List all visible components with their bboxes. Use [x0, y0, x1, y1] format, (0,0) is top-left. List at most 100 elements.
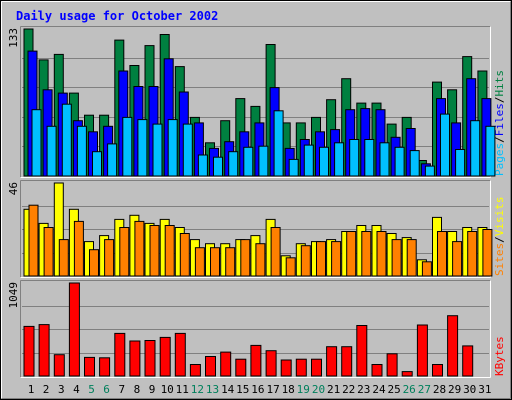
kbytes-bar [129, 340, 141, 377]
day-label: 7 [118, 383, 125, 396]
sites-bar [240, 239, 251, 277]
sites-bar [104, 239, 115, 277]
sites-bar [179, 233, 190, 277]
series-legend: KBytes [493, 336, 506, 376]
series-sites [28, 204, 493, 277]
series-legend: Sites/Visits [493, 197, 506, 277]
pages-bar [243, 146, 254, 177]
kbytes-bar [462, 345, 474, 377]
sites-bar [270, 227, 281, 277]
pages-bar [76, 125, 87, 177]
pages-bar [46, 125, 57, 177]
day-label: 25 [387, 383, 400, 396]
kbytes-bar [356, 325, 368, 377]
pages-bar [122, 116, 133, 177]
legend-entry: / [493, 236, 506, 243]
sites-bar [316, 241, 326, 277]
pages-bar [440, 113, 450, 177]
legend-entry: Visits [493, 197, 506, 237]
kbytes-bar [68, 282, 80, 377]
pages-bar [197, 154, 208, 177]
pages-bar [303, 144, 314, 177]
sites-bar [391, 239, 402, 277]
day-label: 26 [403, 383, 416, 396]
day-label: 3 [58, 383, 65, 396]
legend-entry: Files [493, 103, 506, 136]
sites-bar [300, 245, 311, 277]
kbytes-bar [159, 336, 171, 377]
panel-visits-sites: 46 Sites/Visits [7, 180, 506, 278]
sites-bar [210, 247, 220, 277]
pages-bar [485, 125, 496, 177]
pages-bar [334, 142, 345, 177]
panel-hits-files-pages: 133 Pages/Files/Hits [7, 26, 506, 178]
day-label: 14 [221, 383, 235, 396]
scale-max-label: 133 [7, 28, 20, 48]
pages-bar [409, 150, 420, 177]
series-legend: Pages/Files/Hits [493, 70, 506, 176]
day-label: 9 [149, 383, 156, 396]
pages-bar [288, 158, 299, 177]
kbytes-bar [416, 324, 428, 377]
chart-title: Daily usage for October 2002 [16, 9, 218, 23]
pages-bar [424, 165, 435, 177]
kbytes-bar [53, 354, 65, 377]
day-label: 28 [433, 383, 446, 396]
series-kbytes [23, 282, 474, 377]
kbytes-bar [99, 357, 111, 377]
day-label: 21 [327, 383, 340, 396]
pages-bar [258, 145, 269, 177]
series-pages [31, 103, 496, 177]
pages-bar [61, 103, 72, 177]
sites-bar [149, 225, 160, 277]
kbytes-bar [311, 358, 322, 377]
kbytes-bar [84, 356, 95, 377]
day-label: 18 [282, 383, 295, 396]
kbytes-bar [447, 315, 459, 377]
scale-max-label: 1049 [7, 282, 20, 309]
pages-bar [152, 123, 163, 177]
sites-bar [437, 231, 447, 277]
day-label: 24 [372, 383, 386, 396]
sites-bar [164, 225, 175, 277]
pages-bar [167, 119, 178, 177]
sites-bar [346, 231, 357, 277]
x-axis-labels: 1 2 3 4 5 6 7 8 9 10 11 12 13 14 15 16 17 18 19 20 21 22 23 24 2… [28, 383, 492, 396]
sites-bar [482, 229, 493, 277]
kbytes-bar [114, 332, 126, 377]
legend-entry: Hits [493, 70, 506, 97]
sites-bar [225, 247, 236, 277]
day-label: 11 [176, 383, 189, 396]
day-label: 5 [88, 383, 95, 396]
pages-bar [319, 146, 329, 177]
kbytes-bar [295, 358, 307, 377]
sites-bar [376, 231, 387, 277]
pages-bar [273, 110, 284, 177]
day-label: 8 [134, 383, 141, 396]
kbytes-bar [432, 364, 443, 377]
kbytes-bar [341, 346, 353, 377]
day-label: 17 [266, 383, 279, 396]
sites-bar [134, 220, 145, 277]
panel-kbytes: 1049 KBytes [7, 280, 506, 378]
kbytes-bar [265, 350, 277, 377]
day-label: 29 [448, 383, 461, 396]
sites-bar [255, 243, 266, 277]
kbytes-bar [38, 324, 50, 377]
sites-bar [58, 239, 69, 277]
sites-bar [119, 227, 130, 277]
pages-bar [92, 151, 102, 177]
legend-entry: Pages [493, 143, 506, 176]
day-label: 6 [103, 383, 110, 396]
day-label: 12 [191, 383, 204, 396]
sites-bar [285, 257, 296, 277]
pages-bar [31, 109, 42, 177]
legend-entry: KBytes [493, 336, 506, 376]
pages-bar [394, 146, 405, 177]
day-label: 13 [206, 383, 219, 396]
kbytes-bar [386, 353, 398, 377]
pages-bar [107, 143, 118, 177]
day-label: 4 [73, 383, 80, 396]
